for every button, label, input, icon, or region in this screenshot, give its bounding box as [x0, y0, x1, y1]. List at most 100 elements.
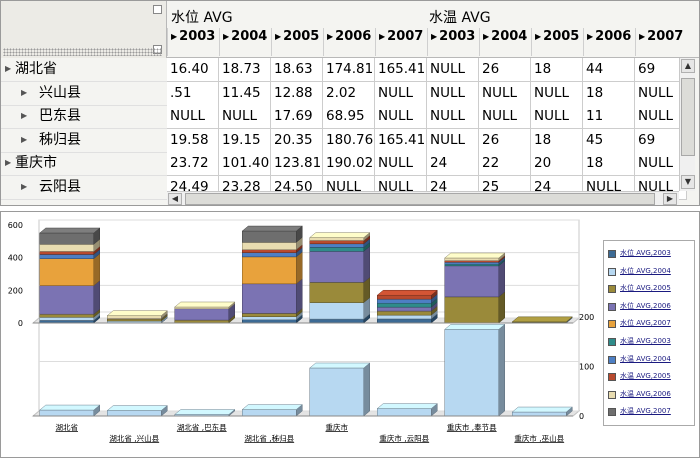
data-cell[interactable]: NULL — [479, 81, 531, 106]
data-cell[interactable]: 2.02 — [323, 81, 375, 106]
expand-arrow-icon[interactable]: ▶ — [223, 32, 230, 41]
data-cell[interactable]: 123.81 — [271, 152, 323, 177]
data-cell[interactable]: 69 — [635, 58, 687, 82]
data-cell[interactable]: 20.35 — [271, 128, 323, 153]
data-cell[interactable]: 180.76 — [323, 128, 375, 153]
row-header[interactable]: ▶ 云阳县 — [1, 176, 167, 200]
vertical-scroll-thumb[interactable] — [681, 78, 695, 156]
data-cell[interactable]: 18 — [531, 58, 583, 82]
drag-grip-icon[interactable] — [3, 48, 162, 56]
data-cell[interactable]: 174.81 — [323, 58, 375, 82]
data-cell[interactable]: 24 — [427, 152, 479, 177]
measure-header[interactable]: 水温 AVG — [429, 10, 491, 26]
expand-arrow-icon[interactable]: ▶ — [379, 32, 386, 41]
expand-arrow-icon[interactable]: ▶ — [639, 32, 646, 41]
data-cell[interactable]: 22 — [479, 152, 531, 177]
legend-item[interactable]: 水温 AVG,2007 — [608, 405, 694, 419]
data-cell[interactable]: 26 — [479, 128, 531, 153]
expand-arrow-icon[interactable]: ▶ — [431, 32, 438, 41]
data-cell[interactable]: 11.45 — [219, 81, 271, 106]
row-header[interactable]: ▶ 湖北省 — [1, 58, 167, 82]
scroll-down-icon[interactable]: ▼ — [681, 175, 695, 189]
legend-item[interactable]: 水位 AVG,2005 — [608, 282, 694, 296]
measure-header[interactable]: 水位 AVG — [171, 10, 233, 26]
data-cell[interactable]: 18.63 — [271, 58, 323, 82]
year-header[interactable]: ▶ 2005 — [271, 28, 323, 56]
year-header[interactable]: ▶ 2005 — [531, 28, 583, 56]
legend-item[interactable]: 水位 AVG,2007 — [608, 317, 694, 331]
data-cell[interactable]: 18 — [583, 81, 635, 106]
data-cell[interactable]: NULL — [531, 81, 583, 106]
row-header[interactable]: ▶ 兴山县 — [1, 82, 167, 106]
data-cell[interactable]: NULL — [479, 105, 531, 130]
scroll-right-icon[interactable]: ▶ — [663, 193, 677, 205]
expand-arrow-icon[interactable]: ▶ — [275, 32, 282, 41]
data-cell[interactable]: 16.40 — [167, 58, 219, 82]
data-cell[interactable]: 44 — [583, 58, 635, 82]
data-cell[interactable]: 20 — [531, 152, 583, 177]
horizontal-scrollbar[interactable]: ◀ ▶ — [167, 191, 679, 205]
row-header[interactable]: ▶ 秭归县 — [1, 129, 167, 153]
data-cell[interactable]: 45 — [583, 128, 635, 153]
expand-arrow-icon[interactable]: ▶ — [587, 32, 594, 41]
data-cell[interactable]: 18.73 — [219, 58, 271, 82]
year-header[interactable]: ▶ 2006 — [583, 28, 635, 56]
data-cell[interactable]: 19.58 — [167, 128, 219, 153]
expand-arrow-icon[interactable]: ▶ — [483, 32, 490, 41]
data-cell[interactable]: 11 — [583, 105, 635, 130]
data-cell[interactable]: 69 — [635, 128, 687, 153]
year-header[interactable]: ▶ 2004 — [219, 28, 271, 56]
year-header[interactable]: ▶ 2007 — [375, 28, 427, 56]
data-cell[interactable]: NULL — [167, 105, 219, 130]
data-cell[interactable]: 12.88 — [271, 81, 323, 106]
scroll-left-icon[interactable]: ◀ — [168, 193, 182, 205]
legend-item[interactable]: 水温 AVG,2004 — [608, 353, 694, 367]
data-cell[interactable]: NULL — [635, 105, 687, 130]
data-cell[interactable]: .51 — [167, 81, 219, 106]
data-cell[interactable]: NULL — [375, 81, 427, 106]
horizontal-scroll-thumb[interactable] — [185, 193, 655, 205]
expand-arrow-icon[interactable]: ▶ — [21, 182, 28, 191]
data-cell[interactable]: NULL — [427, 128, 479, 153]
legend-item[interactable]: 水温 AVG,2003 — [608, 335, 694, 349]
data-cell[interactable]: NULL — [219, 105, 271, 130]
data-cell[interactable]: 165.41 — [375, 58, 427, 82]
year-header[interactable]: ▶ 2006 — [323, 28, 375, 56]
data-cell[interactable]: 165.41 — [375, 128, 427, 153]
data-cell[interactable]: NULL — [375, 152, 427, 177]
legend-item[interactable]: 水位 AVG,2003 — [608, 247, 694, 261]
row-header[interactable]: ▶ 巴东县 — [1, 105, 167, 130]
year-header[interactable]: ▶ 2003 — [167, 28, 219, 56]
data-cell[interactable]: 23.72 — [167, 152, 219, 177]
data-cell[interactable]: 17.69 — [271, 105, 323, 130]
expand-arrow-icon[interactable]: ▶ — [21, 111, 28, 121]
data-cell[interactable]: 190.02 — [323, 152, 375, 177]
legend-item[interactable]: 水温 AVG,2006 — [608, 388, 694, 402]
data-cell[interactable]: NULL — [427, 58, 479, 82]
row-header[interactable]: ▶ 重庆市 — [1, 152, 167, 177]
year-header[interactable]: ▶ 2007 — [635, 28, 687, 56]
legend-item[interactable]: 水位 AVG,2004 — [608, 265, 694, 279]
expand-arrow-icon[interactable]: ▶ — [535, 32, 542, 41]
data-cell[interactable]: 68.95 — [323, 105, 375, 130]
data-cell[interactable]: 19.15 — [219, 128, 271, 153]
data-cell[interactable]: NULL — [531, 105, 583, 130]
year-header[interactable]: ▶ 2003 — [427, 28, 479, 56]
data-cell[interactable]: NULL — [375, 105, 427, 130]
data-cell[interactable]: 101.40 — [219, 152, 271, 177]
legend-item[interactable]: 水温 AVG,2005 — [608, 370, 694, 384]
expand-arrow-icon[interactable]: ▶ — [21, 87, 28, 97]
vertical-scrollbar[interactable]: ▲ ▼ — [679, 58, 695, 191]
expand-all-toggle[interactable] — [153, 5, 162, 14]
data-cell[interactable]: 18 — [531, 128, 583, 153]
expand-arrow-icon[interactable]: ▶ — [5, 158, 12, 168]
scroll-up-icon[interactable]: ▲ — [681, 59, 695, 73]
data-cell[interactable]: NULL — [427, 105, 479, 130]
year-header[interactable]: ▶ 2004 — [479, 28, 531, 56]
expand-arrow-icon[interactable]: ▶ — [171, 32, 178, 41]
data-cell[interactable]: 26 — [479, 58, 531, 82]
expand-arrow-icon[interactable]: ▶ — [5, 64, 12, 73]
expand-arrow-icon[interactable]: ▶ — [21, 134, 28, 144]
expand-arrow-icon[interactable]: ▶ — [327, 32, 334, 41]
data-cell[interactable]: 18 — [583, 152, 635, 177]
